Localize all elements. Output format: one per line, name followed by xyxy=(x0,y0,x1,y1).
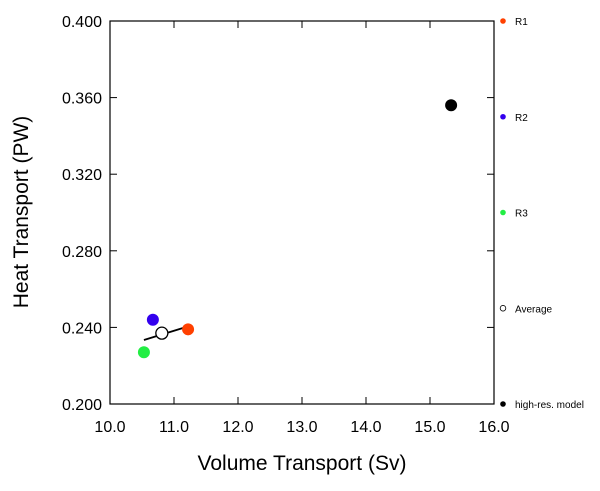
x-tick-label: 13.0 xyxy=(286,419,317,436)
x-tick-label: 10.0 xyxy=(94,419,125,436)
legend-label: R1 xyxy=(515,17,528,28)
point xyxy=(445,99,458,112)
legend-marker xyxy=(500,209,506,216)
legend-label: R2 xyxy=(515,113,528,124)
x-tick-label: 11.0 xyxy=(159,419,189,436)
point xyxy=(137,346,150,359)
legend-marker xyxy=(499,305,507,312)
plot-frame xyxy=(109,20,495,405)
legend-label: R3 xyxy=(515,209,528,220)
x-axis-title: Volume Transport (Sv) xyxy=(198,452,407,475)
y-tick-label: 0.200 xyxy=(62,397,102,414)
y-tick-label: 0.320 xyxy=(62,167,102,184)
point xyxy=(155,326,169,340)
x-tick-label: 12.0 xyxy=(222,419,253,436)
y-axis-title: Heat Transport (PW) xyxy=(10,116,33,309)
x-tick-label: 15.0 xyxy=(414,419,445,436)
legend-marker xyxy=(500,401,506,407)
y-tick-label: 0.400 xyxy=(62,14,102,31)
point xyxy=(182,323,195,336)
x-tick-label: 14.0 xyxy=(350,419,381,436)
legend-label: high-res. model xyxy=(515,400,584,411)
y-tick-label: 0.280 xyxy=(62,244,102,261)
point xyxy=(146,313,159,326)
legend-marker xyxy=(500,18,506,24)
legend-marker xyxy=(500,113,506,120)
x-tick-label: 16.0 xyxy=(478,419,509,436)
y-tick-label: 0.360 xyxy=(62,91,102,108)
y-tick-label: 0.240 xyxy=(62,320,102,337)
legend-label: Average xyxy=(515,304,553,315)
